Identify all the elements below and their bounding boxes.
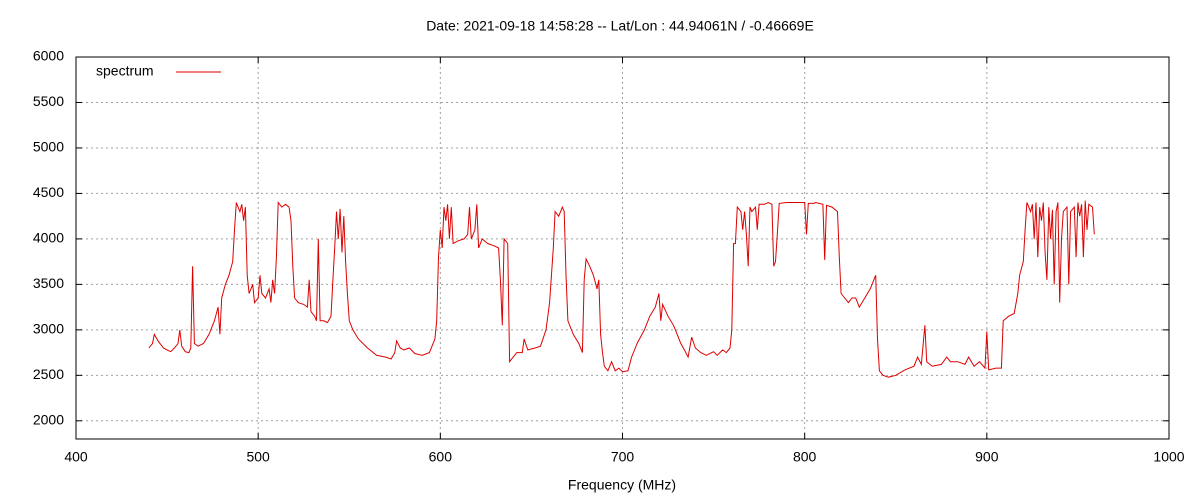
x-tick-label: 800 (793, 449, 817, 465)
y-tick-label: 4000 (33, 230, 64, 246)
plot-frame (75, 56, 1170, 440)
y-tick-label: 6000 (33, 48, 64, 64)
x-tick-label: 400 (64, 449, 88, 465)
x-tick-label: 900 (975, 449, 999, 465)
legend-label: spectrum (96, 63, 154, 79)
x-tick-label: 500 (246, 449, 270, 465)
y-tick-label: 4500 (33, 184, 64, 200)
y-tick-label: 2000 (33, 412, 64, 428)
y-tick-label: 3500 (33, 275, 64, 291)
chart-title: Date: 2021-09-18 14:58:28 -- Lat/Lon : 4… (426, 18, 814, 34)
x-axis-label: Frequency (MHz) (568, 477, 676, 493)
y-tick-label: 5500 (33, 93, 64, 109)
x-tick-label: 600 (429, 449, 453, 465)
x-tick-label: 1000 (1153, 449, 1184, 465)
y-tick-label: 3000 (33, 321, 64, 337)
y-tick-label: 5000 (33, 139, 64, 155)
x-tick-label: 700 (611, 449, 635, 465)
spectrum-line (148, 200, 1095, 378)
y-tick-label: 2500 (33, 366, 64, 382)
